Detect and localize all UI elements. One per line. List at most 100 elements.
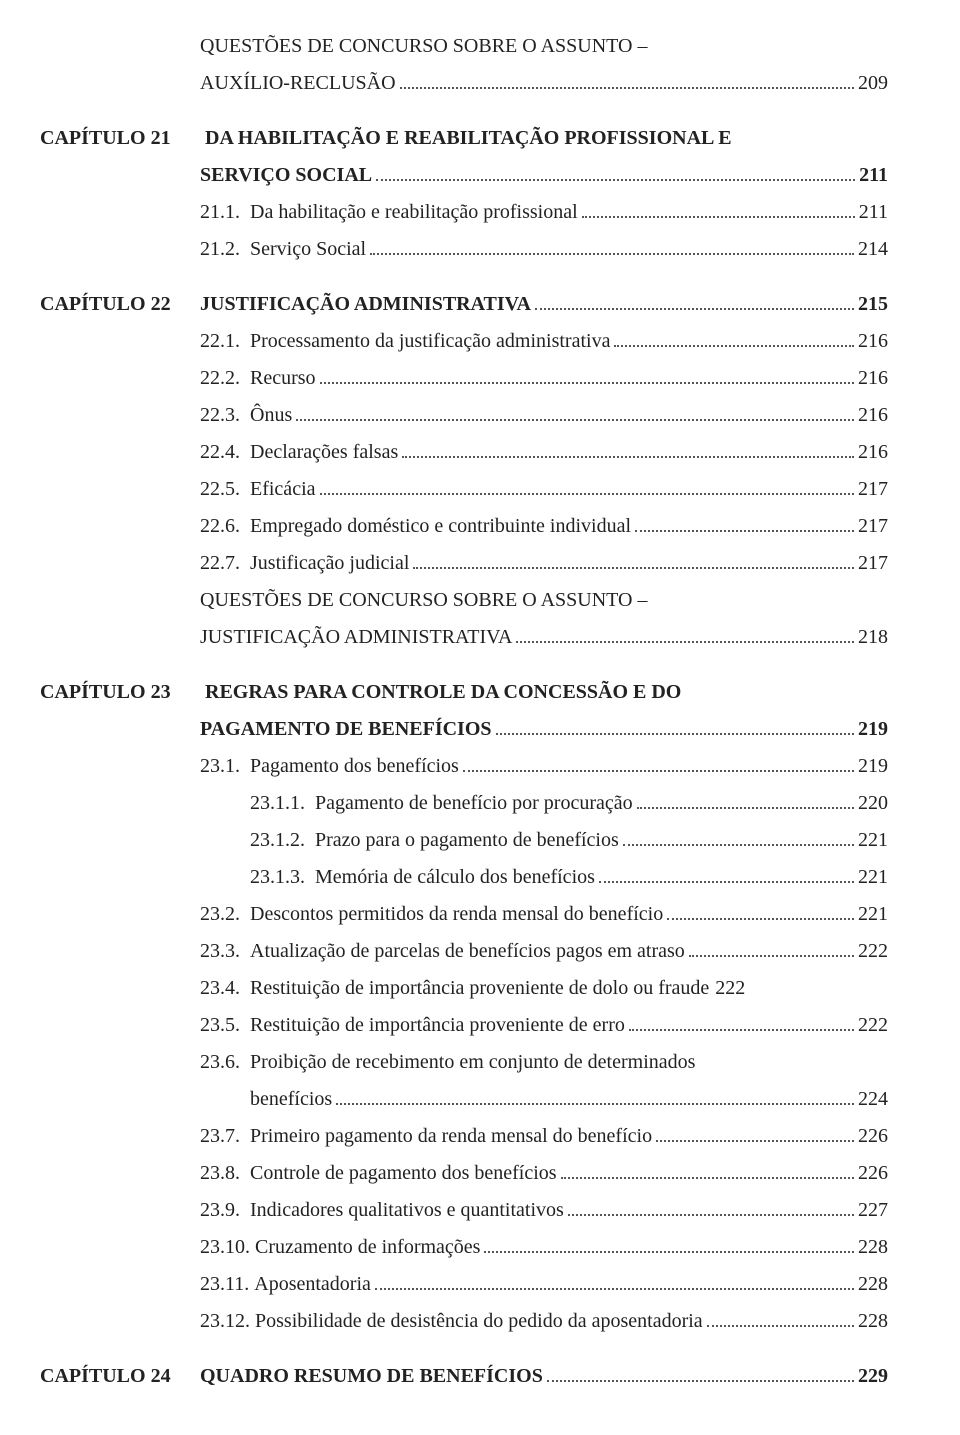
toc-leader-dots	[689, 937, 854, 957]
toc-text: 23.4. Restituição de importância proveni…	[200, 970, 709, 1007]
toc-page: 217	[858, 545, 888, 582]
toc-chapter: CAPÍTULO 21 DA HABILITAÇÃO E REABILITAÇÃ…	[40, 120, 888, 157]
toc-entry: PAGAMENTO DE BENEFÍCIOS 219	[200, 711, 888, 748]
toc-text: 22.1. Processamento da justificação admi…	[200, 323, 610, 360]
toc-page: 218	[858, 619, 888, 656]
toc-leader-dots	[637, 789, 854, 809]
toc-text: 23.5. Restituição de importância proveni…	[200, 1007, 625, 1044]
toc-page: 211	[859, 194, 888, 231]
toc-entry: 23.1.3. Memória de cálculo dos benefício…	[250, 859, 888, 896]
toc-entry: 23.1.1. Pagamento de benefício por procu…	[250, 785, 888, 822]
toc-page: 229	[858, 1358, 888, 1395]
toc-page: 209	[858, 65, 888, 102]
toc-text: benefícios	[250, 1081, 332, 1118]
toc-entry: 23.3. Atualização de parcelas de benefíc…	[200, 933, 888, 970]
toc-entry: 23.2. Descontos permitidos da renda mens…	[200, 896, 888, 933]
toc-page: 222	[858, 1007, 888, 1044]
toc-leader-dots	[370, 235, 854, 255]
toc-entry: 23.9. Indicadores qualitativos e quantit…	[200, 1192, 888, 1229]
toc-text: 21.2. Serviço Social	[200, 231, 366, 268]
toc-leader-dots	[667, 900, 854, 920]
toc-leader-dots	[561, 1159, 854, 1179]
toc-page: 219	[858, 748, 888, 785]
toc-leader-dots	[516, 623, 854, 643]
toc-leader-dots	[614, 327, 854, 347]
toc-page: 217	[858, 471, 888, 508]
chapter-label: CAPÍTULO 23	[40, 674, 200, 711]
toc-entry: 22.3. Ônus216	[200, 397, 888, 434]
chapter-label: CAPÍTULO 22	[40, 286, 200, 323]
toc-text: 23.3. Atualização de parcelas de benefíc…	[200, 933, 685, 970]
toc-entry: 23.5. Restituição de importância proveni…	[200, 1007, 888, 1044]
toc-page: 215	[858, 286, 888, 323]
toc-leader-dots	[320, 364, 854, 384]
toc-page: 214	[858, 231, 888, 268]
toc-page: 228	[858, 1266, 888, 1303]
toc-entry: 21.1. Da habilitação e reabilitação prof…	[200, 194, 888, 231]
toc-leader-dots	[413, 549, 854, 569]
toc-leader-dots	[375, 1270, 854, 1290]
toc-text: 21.1. Da habilitação e reabilitação prof…	[200, 194, 578, 231]
chapter-title: JUSTIFICAÇÃO ADMINISTRATIVA	[200, 286, 531, 323]
toc-entry: AUXÍLIO-RECLUSÃO 209	[200, 65, 888, 102]
toc-text: JUSTIFICAÇÃO ADMINISTRATIVA	[200, 619, 512, 656]
toc-entry: 22.4. Declarações falsas 216	[200, 434, 888, 471]
toc-questions-line1: QUESTÕES DE CONCURSO SOBRE O ASSUNTO –	[200, 28, 888, 65]
toc-leader-dots	[707, 1307, 854, 1327]
toc-text: 23.10. Cruzamento de informações	[200, 1229, 480, 1266]
toc-leader-dots	[336, 1085, 854, 1105]
chapter-title-line2: PAGAMENTO DE BENEFÍCIOS	[200, 711, 492, 748]
chapter-title-line2: SERVIÇO SOCIAL	[200, 157, 372, 194]
toc-questions-line1: QUESTÕES DE CONCURSO SOBRE O ASSUNTO –	[200, 582, 888, 619]
toc-entry: 22.7. Justificação judicial 217	[200, 545, 888, 582]
chapter-label: CAPÍTULO 24	[40, 1358, 200, 1395]
toc-entry: 23.4. Restituição de importância proveni…	[200, 970, 888, 1007]
toc-leader-dots	[629, 1011, 854, 1031]
toc-text: 23.1.3. Memória de cálculo dos benefício…	[250, 859, 595, 896]
toc-leader-dots	[635, 512, 854, 532]
toc-text: 22.4. Declarações falsas	[200, 434, 398, 471]
toc-chapter: CAPÍTULO 22 JUSTIFICAÇÃO ADMINISTRATIVA …	[40, 286, 888, 323]
toc-page: 216	[858, 397, 888, 434]
toc-leader-dots	[656, 1122, 854, 1142]
toc-text: 22.2. Recurso	[200, 360, 316, 397]
toc-entry: SERVIÇO SOCIAL 211	[200, 157, 888, 194]
chapter-title-line1: DA HABILITAÇÃO E REABILITAÇÃO PROFISSION…	[205, 127, 732, 149]
toc-page: 221	[858, 822, 888, 859]
toc-text: 23.1.2. Prazo para o pagamento de benefí…	[250, 822, 619, 859]
toc-text: 23.9. Indicadores qualitativos e quantit…	[200, 1192, 564, 1229]
toc-chapter: CAPÍTULO 23 REGRAS PARA CONTROLE DA CONC…	[40, 674, 888, 711]
toc-leader-dots	[402, 438, 854, 458]
toc-page: 226	[858, 1155, 888, 1192]
toc-leader-dots	[376, 161, 855, 181]
toc-leader-dots	[535, 290, 854, 310]
toc-leader-dots	[623, 826, 854, 846]
toc-leader-dots	[463, 752, 854, 772]
toc-entry: 22.6. Empregado doméstico e contribuinte…	[200, 508, 888, 545]
toc-leader-dots	[296, 401, 854, 421]
toc-leader-dots	[582, 198, 855, 218]
chapter-title: QUADRO RESUMO DE BENEFÍCIOS	[200, 1358, 543, 1395]
toc-entry-line1: 23.6. Proibição de recebimento em conjun…	[200, 1044, 888, 1081]
toc-leader-dots	[599, 863, 854, 883]
toc-text: AUXÍLIO-RECLUSÃO	[200, 65, 396, 102]
toc-text: 22.7. Justificação judicial	[200, 545, 409, 582]
chapter-label: CAPÍTULO 21	[40, 120, 200, 157]
toc-entry: JUSTIFICAÇÃO ADMINISTRATIVA 218	[200, 619, 888, 656]
toc-leader-dots	[484, 1233, 854, 1253]
toc-text: 23.2. Descontos permitidos da renda mens…	[200, 896, 663, 933]
toc-page: 216	[858, 323, 888, 360]
toc-page: 226	[858, 1118, 888, 1155]
toc-entry: 22.2. Recurso216	[200, 360, 888, 397]
toc-page: 222	[858, 933, 888, 970]
toc-entry: 23.10. Cruzamento de informações228	[200, 1229, 888, 1266]
toc-entry: 22.1. Processamento da justificação admi…	[200, 323, 888, 360]
toc-entry: 23.11. Aposentadoria 228	[200, 1266, 888, 1303]
toc-text: 23.8. Controle de pagamento dos benefíci…	[200, 1155, 557, 1192]
toc-text: 23.11. Aposentadoria	[200, 1266, 371, 1303]
toc-page: 216	[858, 434, 888, 471]
toc-text: 23.1. Pagamento dos benefícios	[200, 748, 459, 785]
toc-entry: benefícios224	[250, 1081, 888, 1118]
toc-page: 220	[858, 785, 888, 822]
toc-text: 22.6. Empregado doméstico e contribuinte…	[200, 508, 631, 545]
